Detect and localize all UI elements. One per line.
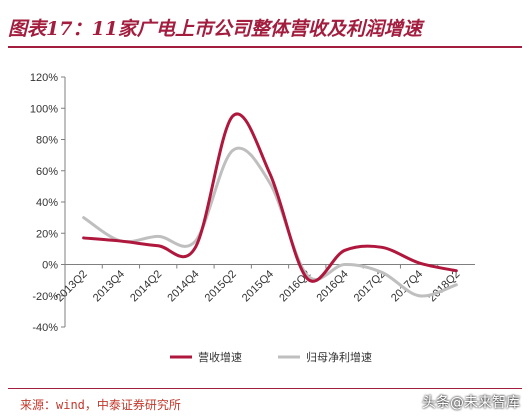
source-note: 来源：wind，中泰证券研究所 <box>20 398 181 412</box>
y-tick-label: 0% <box>42 260 58 272</box>
y-tick-label: -20% <box>32 291 58 303</box>
x-tick-label: 2015Q4 <box>240 268 276 304</box>
x-tick-label: 2014Q4 <box>165 268 201 304</box>
source-divider <box>8 388 522 389</box>
x-tick-label: 2018Q2 <box>426 268 462 304</box>
chart-legend: 营收增速 归母净利增速 <box>170 350 372 364</box>
legend-label: 营收增速 <box>198 350 242 364</box>
y-tick-label: 120% <box>30 72 58 84</box>
x-tick-label: 2013Q4 <box>91 268 127 304</box>
y-tick-label: -40% <box>32 322 58 334</box>
x-tick-label: 2016Q2 <box>277 268 313 304</box>
chart-title: 图表17：11家广电上市公司整体营收及利润增速 <box>8 18 422 40</box>
x-tick-label: 2017Q4 <box>389 268 425 304</box>
title-divider <box>8 46 522 48</box>
chart-axes: -40% -20% 0% 20% 40% 60% 80% 100% 120% 2013Q2 2013… <box>30 72 475 334</box>
y-tick-label: 20% <box>36 228 58 240</box>
legend-item-revenue: 营收增速 <box>170 350 242 364</box>
legend-item-profit: 归母净利增速 <box>278 350 372 364</box>
series-line-revenue <box>82 112 458 283</box>
y-tick-label: 40% <box>36 197 58 209</box>
x-tick-label: 2015Q2 <box>203 268 239 304</box>
x-tick-label: 2014Q2 <box>128 268 164 304</box>
legend-label: 归母净利增速 <box>306 350 372 364</box>
y-tick-label: 60% <box>36 166 58 178</box>
series-line-profit <box>82 146 458 298</box>
y-tick-label: 80% <box>36 135 58 147</box>
y-tick-label: 100% <box>30 103 58 115</box>
x-tick-label: 2013Q2 <box>54 268 90 304</box>
line-chart: -40% -20% 0% 20% 40% 60% 80% 100% 120% 2013Q2 2013… <box>30 72 475 364</box>
x-tick-label: 2016Q4 <box>314 268 350 304</box>
chart-series <box>82 112 458 298</box>
watermark: 头条@未来智库 <box>422 395 520 411</box>
